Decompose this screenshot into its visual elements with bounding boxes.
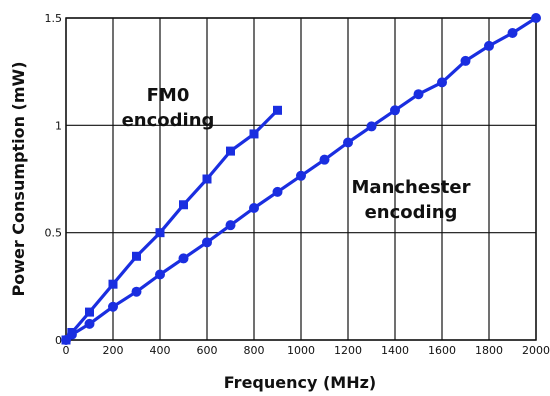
data-point — [84, 318, 95, 329]
data-point — [272, 186, 283, 197]
data-point — [225, 220, 236, 231]
x-tick-label: 1800 — [475, 344, 503, 357]
x-tick-label: 1200 — [334, 344, 362, 357]
data-point — [460, 55, 471, 66]
data-point — [507, 28, 518, 39]
series-line — [64, 109, 279, 341]
data-point — [226, 146, 235, 156]
series-annotation-label: FM0 — [147, 85, 190, 106]
x-axis-title: Frequency (MHz) — [224, 373, 376, 392]
series-annotation-label: encoding — [365, 202, 458, 223]
series-line — [64, 16, 537, 342]
data-point — [413, 89, 424, 100]
data-point — [178, 253, 189, 264]
data-point — [85, 307, 94, 317]
data-point — [390, 105, 400, 116]
data-point — [155, 228, 165, 238]
y-axis-ticks: 0 0.5 1 1.5 — [45, 12, 63, 347]
x-tick-label: 1000 — [287, 344, 315, 357]
x-tick-label: 0 — [63, 344, 70, 357]
x-tick-label: 600 — [197, 344, 218, 357]
data-point — [273, 105, 282, 115]
y-tick-label: 0.5 — [45, 227, 63, 240]
x-tick-label: 1400 — [381, 344, 409, 357]
data-point — [437, 77, 447, 88]
plot-frame — [65, 17, 537, 341]
series-annotation-label: encoding — [122, 110, 215, 131]
data-point — [202, 174, 212, 184]
data-point — [131, 286, 142, 297]
y-tick-label: 1 — [55, 119, 62, 132]
data-point — [202, 237, 212, 248]
data-point — [108, 279, 118, 289]
series-annotations: FM0 encoding Manchester encoding — [122, 85, 471, 223]
data-point — [531, 13, 541, 23]
y-tick-label: 0 — [55, 334, 62, 347]
data-point — [155, 269, 165, 280]
data-point — [66, 329, 77, 340]
x-tick-label: 400 — [150, 344, 171, 357]
data-point — [366, 121, 377, 132]
data-point — [108, 301, 118, 312]
y-axis-title: Power Consumption (mW) — [9, 61, 28, 296]
data-point — [296, 170, 306, 181]
x-axis-ticks: 0 200 400 600 800 1000 1200 1400 1600 1800 2000 — [63, 344, 550, 357]
data-point — [132, 251, 141, 261]
y-tick-label: 1.5 — [45, 12, 63, 25]
series-annotation-label: Manchester — [352, 177, 471, 198]
x-tick-label: 1600 — [428, 344, 456, 357]
manchester-series — [61, 13, 541, 345]
data-point — [484, 40, 494, 51]
series-layer — [61, 13, 541, 345]
x-tick-label: 200 — [103, 344, 124, 357]
fm0-series — [61, 105, 282, 345]
data-point — [343, 137, 353, 148]
x-tick-label: 800 — [244, 344, 265, 357]
data-point — [249, 202, 259, 213]
data-point — [249, 129, 259, 139]
x-tick-label: 2000 — [522, 344, 550, 357]
data-point — [319, 154, 330, 165]
data-point — [179, 200, 188, 210]
